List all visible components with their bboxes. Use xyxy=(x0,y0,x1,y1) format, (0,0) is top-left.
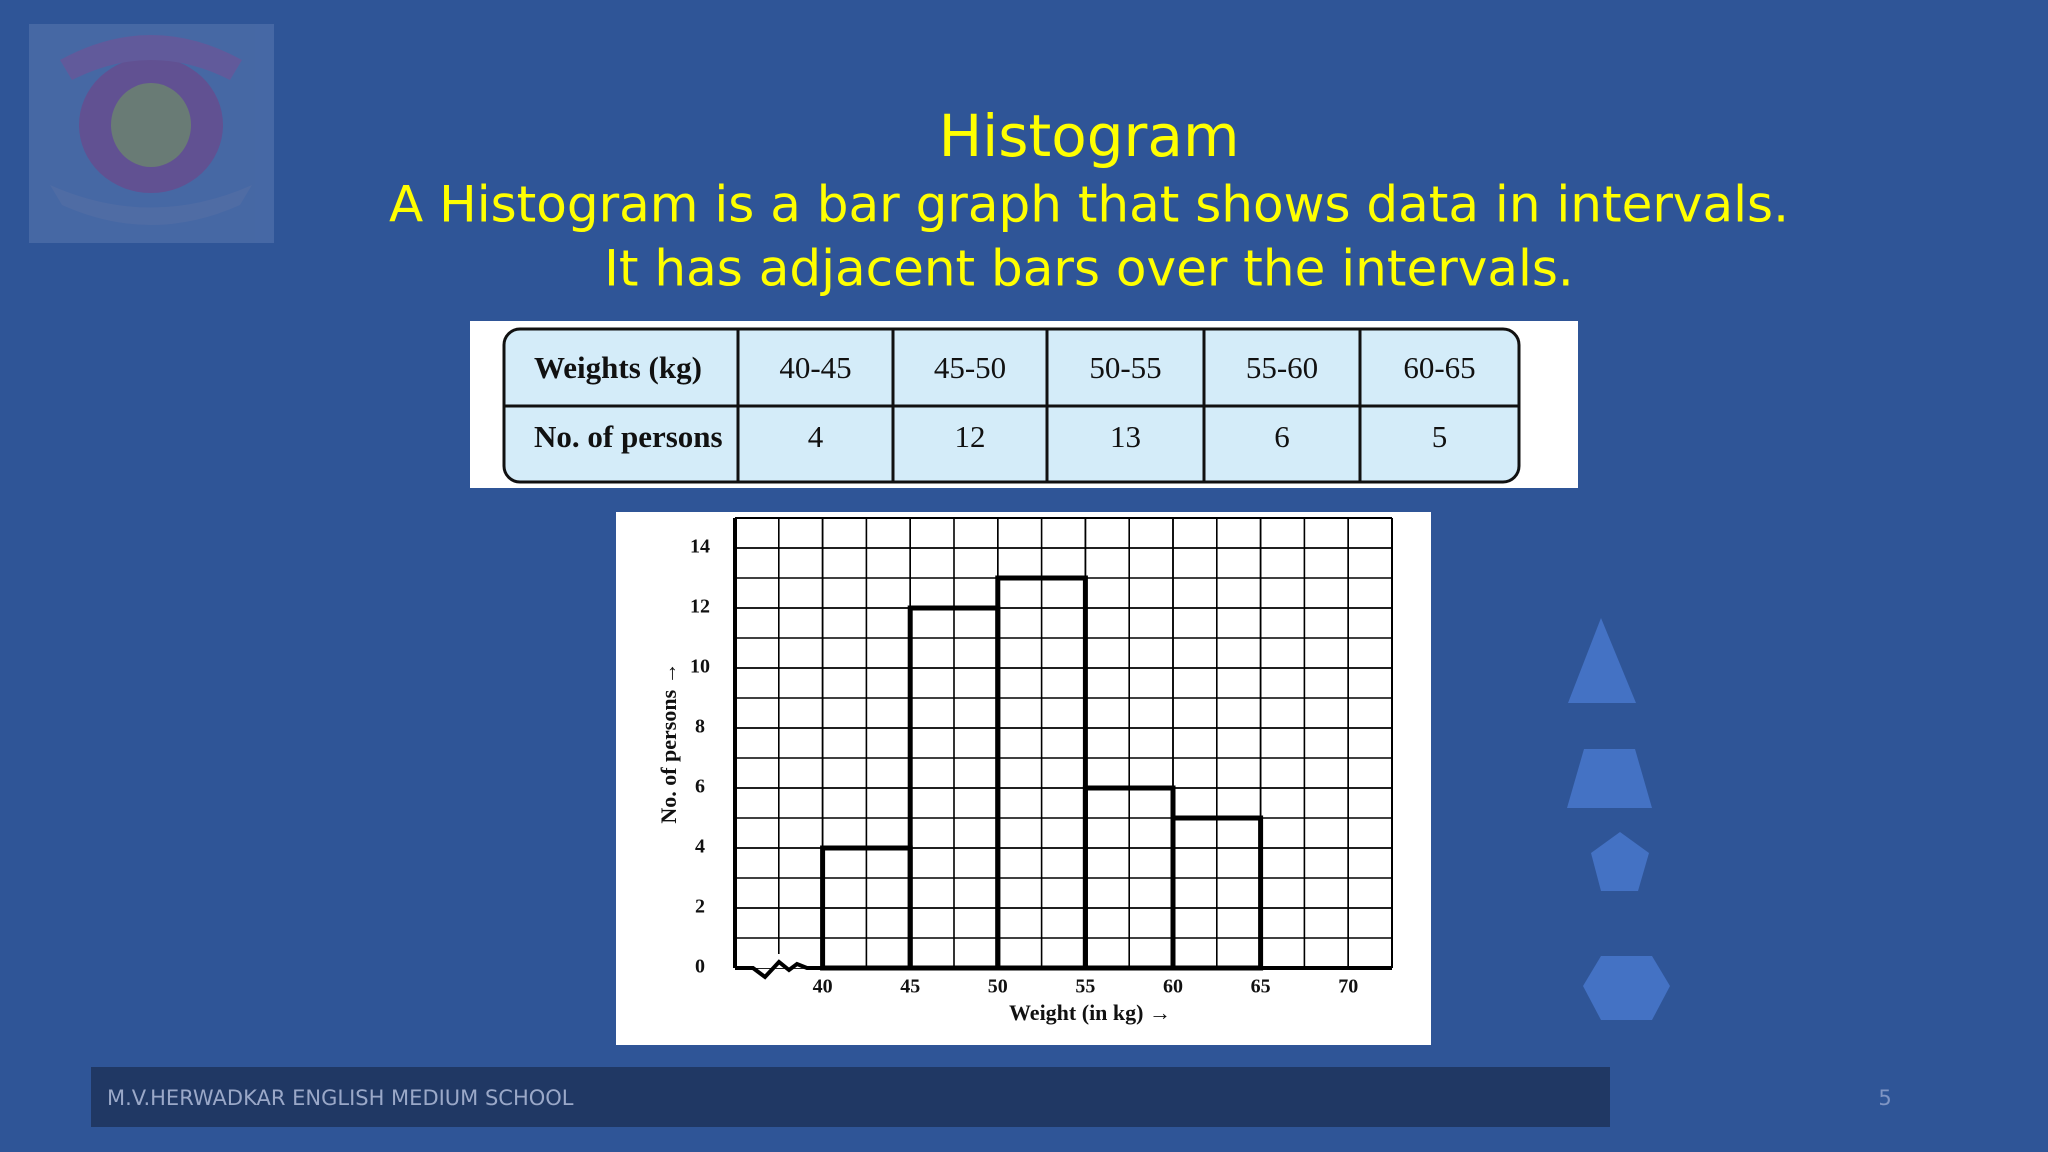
y-tick-label: 0 xyxy=(695,956,705,978)
histogram: 0 2 4 6 8 10 12 14 40 45 50 55 60 65 70 Weight (in kg) … xyxy=(656,517,1393,1025)
logo xyxy=(29,24,274,243)
x-tick-label: 65 xyxy=(1251,976,1271,998)
y-tick-label: 12 xyxy=(690,596,710,618)
y-axis-label: No. of persons → xyxy=(656,662,681,823)
table-cell: 5 xyxy=(1432,419,1448,454)
decorations xyxy=(1567,618,1670,1020)
table-cell: 4 xyxy=(808,419,824,454)
x-tick-label: 60 xyxy=(1163,976,1183,998)
axis-break xyxy=(735,959,823,980)
histogram-bar xyxy=(1170,815,1264,971)
x-tick-label: 50 xyxy=(988,976,1008,998)
y-tick-label: 8 xyxy=(695,716,705,738)
y-tick-label: 14 xyxy=(690,536,710,558)
table-cell: 60-65 xyxy=(1403,350,1475,385)
x-axis-label: Weight (in kg) → xyxy=(1009,1000,1171,1025)
table-cell: 50-55 xyxy=(1089,350,1161,385)
x-tick-label: 40 xyxy=(813,976,833,998)
table-row-header: Weights (kg) xyxy=(534,350,702,385)
table-cell: 6 xyxy=(1274,419,1290,454)
subtitle-line: It has adjacent bars over the intervals. xyxy=(604,240,1574,298)
y-tick-label: 6 xyxy=(695,776,705,798)
table-cell: 13 xyxy=(1110,419,1141,454)
x-tick-label: 45 xyxy=(900,976,920,998)
slide-number: 5 xyxy=(1878,1086,1891,1110)
data-table: Weights (kg) 40-45 45-50 50-55 55-60 60-65 No.… xyxy=(470,321,1578,488)
y-tick-label: 10 xyxy=(690,656,710,678)
x-tick-label: 55 xyxy=(1075,976,1095,998)
table-cell: 12 xyxy=(955,419,986,454)
table-row-header: No. of persons xyxy=(534,419,723,454)
table-cell: 55-60 xyxy=(1246,350,1318,385)
x-tick-label: 70 xyxy=(1338,976,1358,998)
slide-title: Histogram xyxy=(939,102,1240,170)
histogram-bar xyxy=(995,575,1088,971)
footer-school: M.V.HERWADKAR ENGLISH MEDIUM SCHOOL xyxy=(107,1086,574,1110)
table-cell: 40-45 xyxy=(779,350,851,385)
y-tick-label: 4 xyxy=(695,836,705,858)
table-cell: 45-50 xyxy=(934,350,1006,385)
subtitle-line: A Histogram is a bar graph that shows da… xyxy=(389,176,1789,234)
footer-bar xyxy=(91,1067,1610,1127)
y-tick-label: 2 xyxy=(695,896,705,918)
